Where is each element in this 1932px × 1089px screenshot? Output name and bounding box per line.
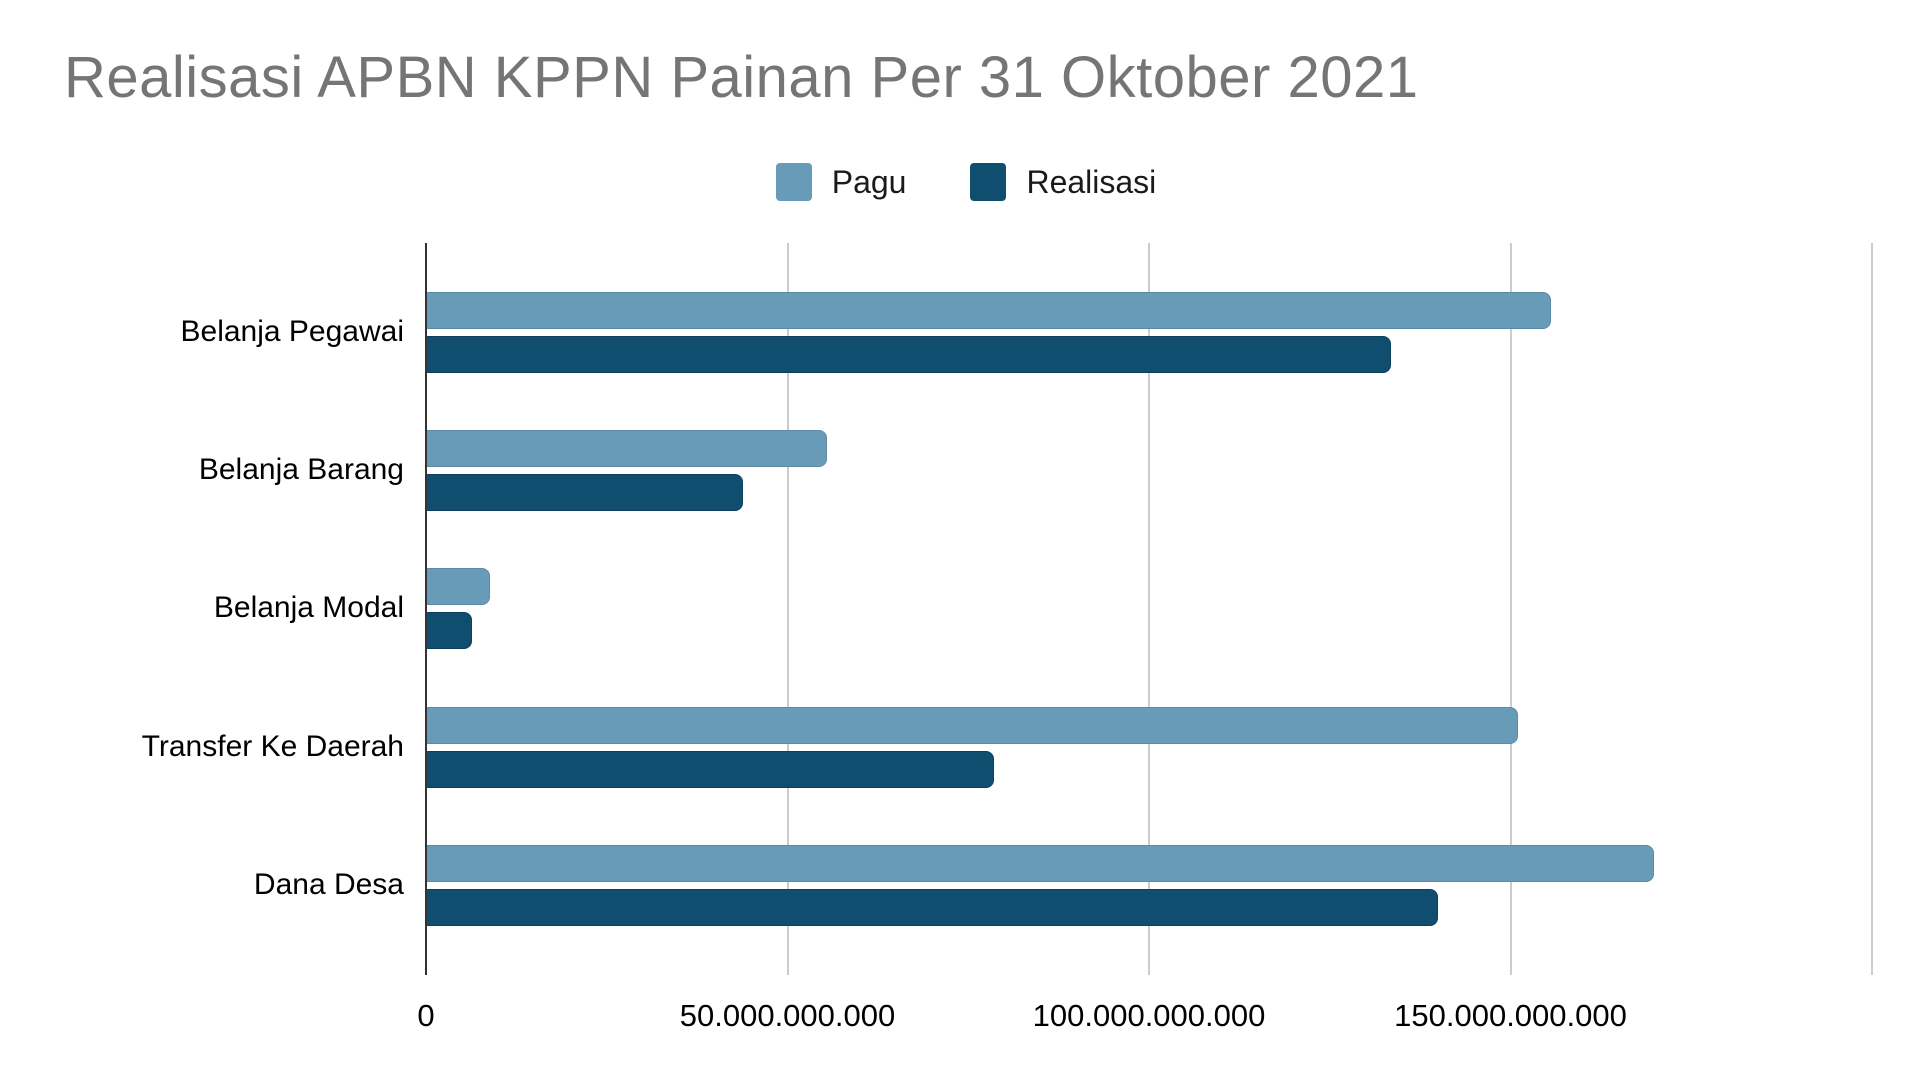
category-label: Dana Desa xyxy=(253,867,404,901)
category-axis: Belanja Pegawai Belanja Barang Belanja Mod… xyxy=(0,263,404,954)
bar-group xyxy=(426,539,1872,677)
bar-group xyxy=(426,401,1872,539)
category-label: Belanja Pegawai xyxy=(180,315,405,349)
bar-group xyxy=(426,816,1872,954)
grid-line xyxy=(1871,243,1873,975)
bar-pagu xyxy=(426,292,1551,329)
bar-pagu xyxy=(426,844,1654,882)
bar-realisasi xyxy=(426,612,472,650)
legend-swatch-realisasi xyxy=(970,163,1007,201)
bar-realisasi xyxy=(426,888,1439,926)
axis-line xyxy=(425,243,427,975)
x-tick-label: 150.000.000.000 xyxy=(1394,998,1627,1033)
legend: Pagu Realisasi xyxy=(0,154,1932,210)
legend-item-realisasi: Realisasi xyxy=(970,163,1156,201)
chart-title: Realisasi APBN KPPN Painan Per 31 Oktobe… xyxy=(64,45,1419,110)
bar-rows xyxy=(426,263,1872,954)
bar-group xyxy=(426,678,1872,816)
legend-swatch-pagu xyxy=(775,163,812,201)
grid-line xyxy=(1148,243,1150,975)
category-label: Belanja Barang xyxy=(198,453,404,487)
grid-line xyxy=(1509,243,1512,975)
x-tick-label: 0 xyxy=(417,998,435,1033)
legend-label: Realisasi xyxy=(1026,163,1157,200)
x-tick-label: 50.000.000.000 xyxy=(679,998,896,1033)
bar-realisasi xyxy=(426,474,744,512)
bar-pagu xyxy=(426,568,490,606)
x-tick-label: 100.000.000.000 xyxy=(1032,998,1266,1033)
grid-line xyxy=(786,243,789,975)
bar-pagu xyxy=(426,706,1519,744)
legend-label: Pagu xyxy=(831,163,907,200)
legend-item-pagu: Pagu xyxy=(775,163,907,201)
bar-realisasi xyxy=(426,750,995,788)
plot-area xyxy=(425,243,1873,975)
bar-group xyxy=(426,263,1872,401)
value-axis: 0 50.000.000.000 100.000.000.000 150.000.00… xyxy=(417,998,1872,1042)
category-label: Transfer Ke Daerah xyxy=(141,729,404,763)
bar-pagu xyxy=(426,430,827,468)
category-label: Belanja Modal xyxy=(213,591,404,625)
bar-realisasi xyxy=(426,336,1392,373)
